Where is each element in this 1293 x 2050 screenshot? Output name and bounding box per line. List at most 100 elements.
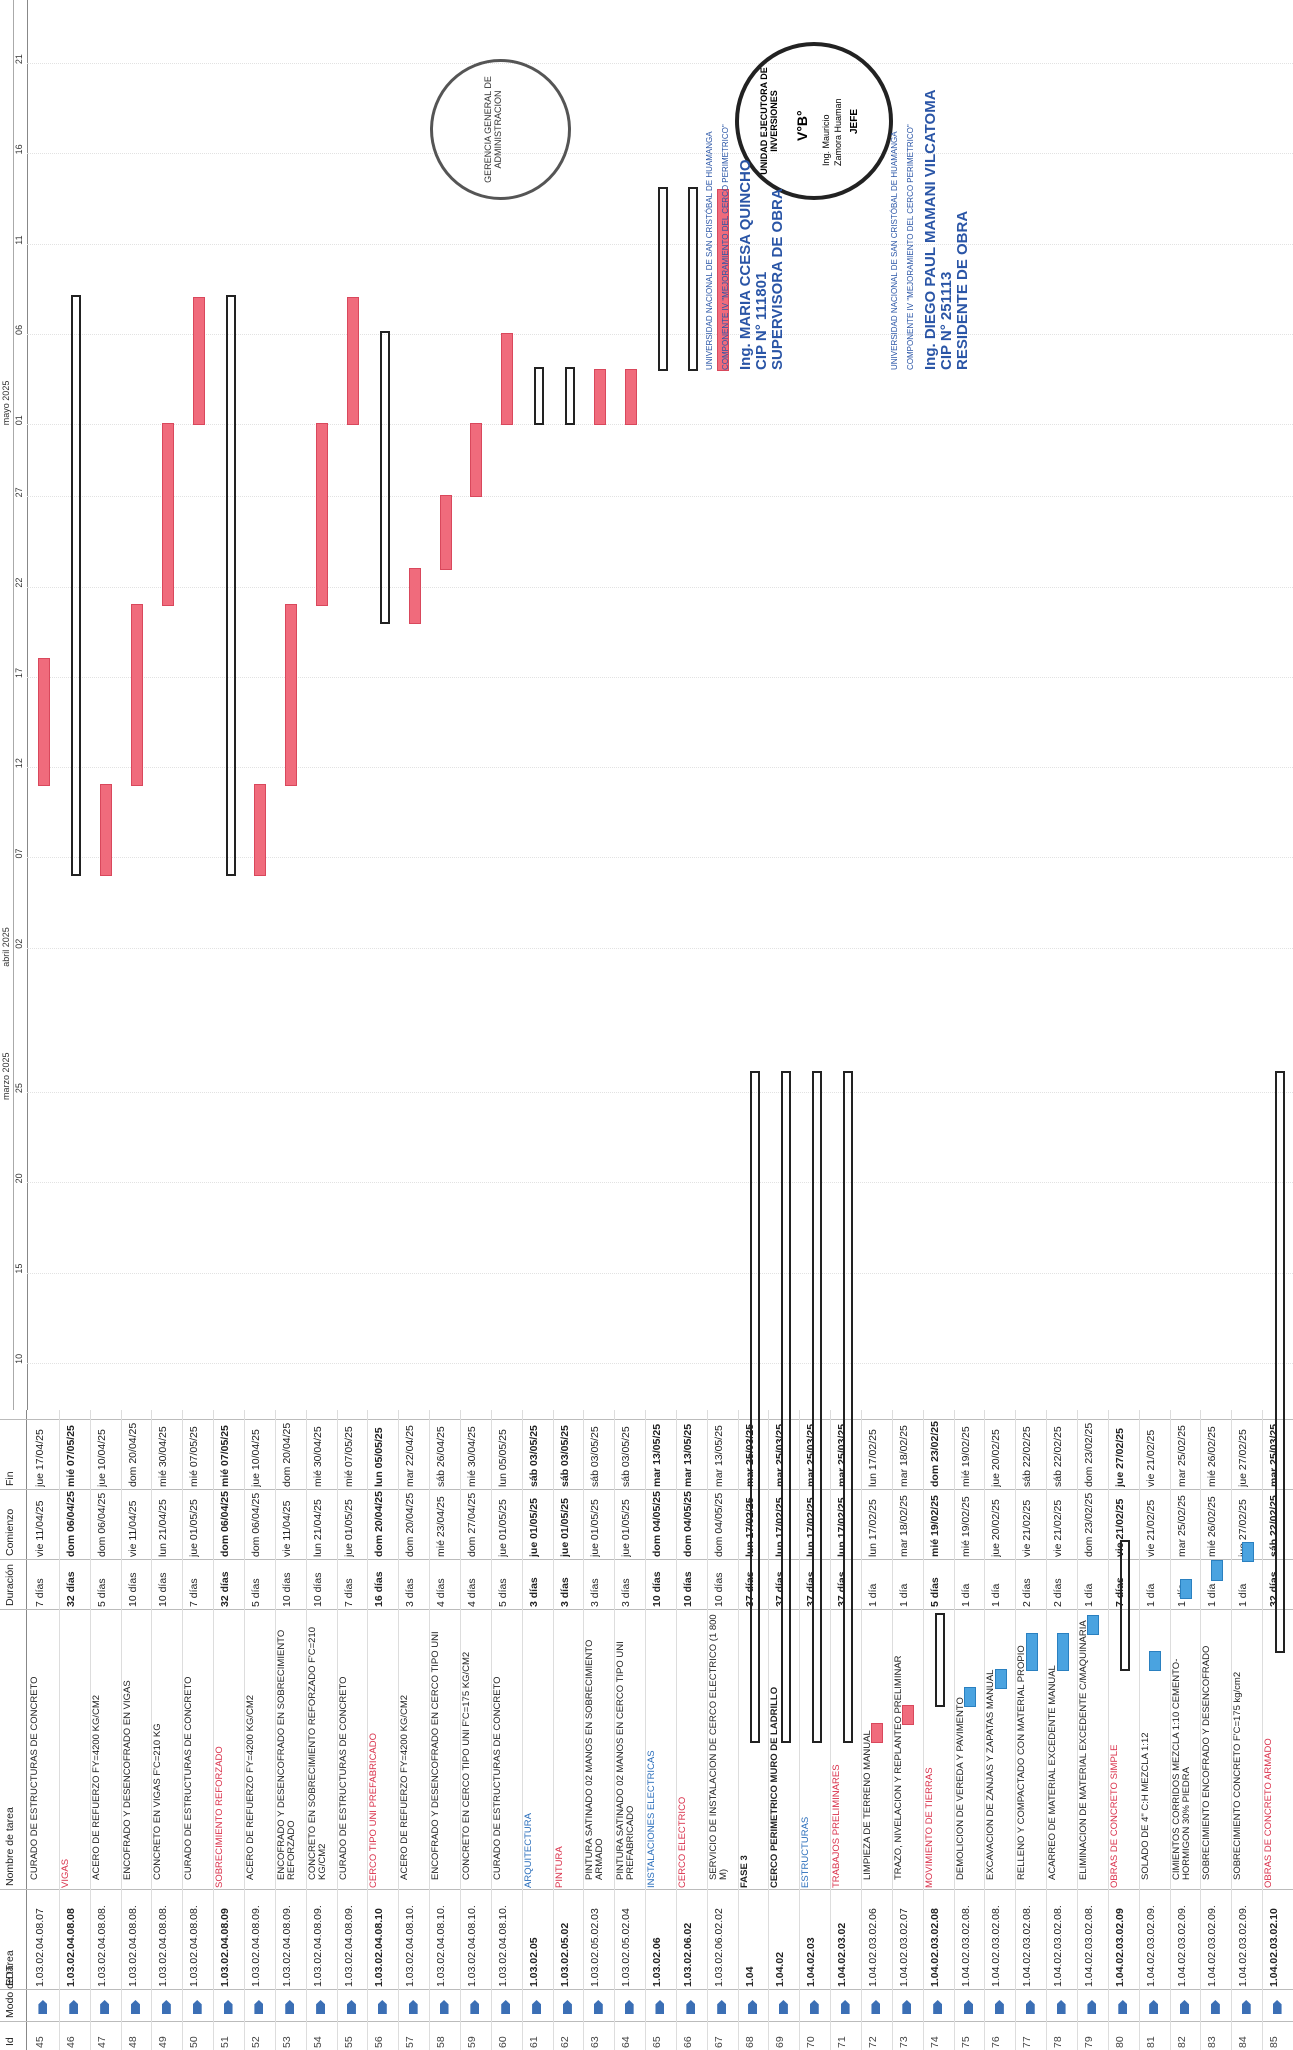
task-bar[interactable] <box>1241 1542 1254 1563</box>
table-row[interactable]: 55 1.03.02.04.08.09. CURADO DE ESTRUCTURAS… <box>336 1410 369 2050</box>
task-bar[interactable] <box>964 1686 977 1707</box>
column-header-edt[interactable]: EDT <box>4 1965 16 1986</box>
task-bar[interactable] <box>624 369 637 426</box>
task-bar[interactable] <box>994 1668 1007 1689</box>
table-row[interactable]: 50 1.03.02.04.08.08. CURADO DE ESTRUCTURAS… <box>182 1410 215 2050</box>
table-row[interactable]: 82 1.04.02.03.02.09. CIMIENTOS CORRIDOS ME… <box>1169 1410 1202 2050</box>
row-end: vie 21/02/25 <box>1144 1429 1157 1487</box>
column-header-mode[interactable]: Modo de tarea <box>4 1950 16 2018</box>
task-bar[interactable] <box>871 1722 884 1743</box>
table-row[interactable]: 75 1.04.02.03.02.08. DEMOLICION DE VEREDA … <box>953 1410 986 2050</box>
task-bar[interactable] <box>1056 1632 1069 1671</box>
task-bar[interactable] <box>1087 1614 1100 1635</box>
task-bar[interactable] <box>100 784 113 877</box>
table-row[interactable]: 76 1.04.02.03.02.08. EXCAVACION DE ZANJAS … <box>984 1410 1017 2050</box>
summary-bar[interactable] <box>564 367 575 426</box>
row-end: sáb 03/05/25 <box>620 1426 633 1487</box>
task-bar[interactable] <box>501 332 514 426</box>
table-row[interactable]: 61 1.03.02.05 ARQUITECTURA 3 días jue 01/05/… <box>521 1410 554 2050</box>
table-row[interactable]: 67 1.03.02.06.02.02 SERVICIO DE INSTALACIO… <box>706 1410 739 2050</box>
task-bar[interactable] <box>1149 1650 1162 1671</box>
table-row[interactable]: 64 1.03.02.05.02.04 PINTURA SATINADO 02 MA… <box>614 1410 647 2050</box>
task-bar[interactable] <box>470 423 483 498</box>
column-header-id[interactable]: Id <box>4 2037 16 2046</box>
task-bar[interactable] <box>285 603 298 787</box>
summary-bar[interactable] <box>534 367 545 426</box>
table-row[interactable]: 74 1.04.02.03.02.08 MOVIMIENTO DE TIERRAS 5… <box>922 1410 955 2050</box>
summary-bar[interactable] <box>379 330 390 624</box>
summary-bar[interactable] <box>225 294 236 877</box>
table-row[interactable]: 80 1.04.02.03.02.09 OBRAS DE CONCRETO SIMP… <box>1107 1410 1140 2050</box>
column-header-name[interactable]: Nombre de tarea <box>4 1807 16 1886</box>
task-bar[interactable] <box>1025 1632 1038 1671</box>
task-bar[interactable] <box>902 1704 915 1725</box>
table-row[interactable]: 57 1.03.02.04.08.10. ACERO DE REFUERZO FY=… <box>398 1410 431 2050</box>
task-bar[interactable] <box>1180 1578 1192 1599</box>
table-row[interactable]: 60 1.03.02.04.08.10. CURADO DE ESTRUCTURAS… <box>490 1410 523 2050</box>
task-bar[interactable] <box>254 784 267 877</box>
table-row[interactable]: 47 1.03.02.04.08.08. ACERO DE REFUERZO FY=… <box>89 1410 122 2050</box>
task-bar[interactable] <box>38 657 51 787</box>
table-row[interactable]: 65 1.03.02.06 INSTALACIONES ELECTRICAS 10 d… <box>645 1410 677 2050</box>
table-row[interactable]: 62 1.03.02.05.02 PINTURA 3 días jue 01/05/25… <box>552 1410 585 2050</box>
table-row[interactable]: 56 1.03.02.04.08.10 CERCO TIPO UNI PREFABR… <box>367 1410 400 2050</box>
task-bar[interactable] <box>130 603 143 787</box>
task-bar[interactable] <box>161 423 174 606</box>
row-name: SOBRECIMIENTO ENCOFRADO Y DESENCOFRADO <box>1202 1645 1213 1880</box>
summary-bar[interactable] <box>688 186 699 372</box>
row-end: mié 19/02/25 <box>959 1426 972 1487</box>
column-header-start[interactable]: Comienzo <box>4 1508 16 1556</box>
row-duration: 7 días <box>342 1578 355 1607</box>
table-row[interactable]: 78 1.04.02.03.02.08. ACARREO DE MATERIAL E… <box>1046 1410 1078 2050</box>
table-row[interactable]: 53 1.03.02.04.08.09. ENCOFRADO Y DESENCOFR… <box>274 1410 307 2050</box>
table-row[interactable]: 51 1.03.02.04.08.09 SOBRECIMIENTO REFORZAD… <box>213 1410 245 2050</box>
table-row[interactable]: 63 1.03.02.05.02.03 PINTURA SATINADO 02 MA… <box>583 1410 616 2050</box>
task-bar[interactable] <box>316 423 329 606</box>
summary-bar[interactable] <box>935 1612 946 1707</box>
table-row[interactable]: 58 1.03.02.04.08.10. ENCOFRADO Y DESENCOFR… <box>429 1410 461 2050</box>
row-end: mié 07/05/25 <box>64 1425 77 1487</box>
table-row[interactable]: 52 1.03.02.04.08.09. ACERO DE REFUERZO FY=… <box>243 1410 276 2050</box>
table-row[interactable]: 48 1.03.02.04.08.08. ENCOFRADO Y DESENCOFR… <box>120 1410 153 2050</box>
summary-bar[interactable] <box>842 1071 853 1743</box>
task-bar[interactable] <box>593 369 606 426</box>
table-row[interactable]: 59 1.03.02.04.08.10. CONCRETO EN CERCO TIP… <box>459 1410 492 2050</box>
task-bar[interactable] <box>346 296 359 426</box>
task-mode-icon <box>409 2000 418 2014</box>
table-row[interactable]: 45 1.03.02.04.08.07 CURADO DE ESTRUCTURAS … <box>28 1410 60 2050</box>
task-mode-icon <box>162 2000 171 2014</box>
task-bar[interactable] <box>192 296 205 426</box>
row-name: ENCOFRADO Y DESENCOFRADO EN VIGAS <box>122 1680 133 1880</box>
summary-bar[interactable] <box>1274 1071 1285 1653</box>
row-start: dom 04/05/25 <box>681 1491 694 1557</box>
task-bar[interactable] <box>439 495 452 570</box>
task-bar[interactable] <box>408 567 421 624</box>
row-edt: 1.03.02.05.02.04 <box>620 1908 633 1987</box>
table-row[interactable]: 54 1.03.02.04.08.09. CONCRETO EN SOBRECIMI… <box>305 1410 338 2050</box>
timescale-day-label: 27 <box>14 487 24 498</box>
summary-bar[interactable] <box>811 1071 822 1743</box>
column-header-end[interactable]: Fin <box>4 1471 16 1486</box>
table-row[interactable]: 83 1.04.02.03.02.09. SOBRECIMIENTO ENCOFRA… <box>1200 1410 1233 2050</box>
summary-bar[interactable] <box>780 1071 791 1743</box>
table-row[interactable]: 77 1.04.02.03.02.08. RELLENO Y COMPACTADO … <box>1015 1410 1048 2050</box>
row-start: lun 17/02/25 <box>867 1499 880 1557</box>
table-row[interactable]: 84 1.04.02.03.02.09. SOBRECIMIENTO CONCRET… <box>1231 1410 1264 2050</box>
summary-bar[interactable] <box>1120 1540 1131 1671</box>
row-duration: 3 días <box>589 1578 602 1607</box>
summary-bar[interactable] <box>750 1071 761 1743</box>
table-row[interactable]: 79 1.04.02.03.02.08. ELIMINACION DE MATERI… <box>1077 1410 1109 2050</box>
summary-bar[interactable] <box>71 294 82 877</box>
summary-bar[interactable] <box>657 186 668 372</box>
row-name: PINTURA SATINADO 02 MANOS EN SOBRECIMIEN… <box>585 1639 606 1880</box>
table-row[interactable]: 49 1.03.02.04.08.08. CONCRETO EN VIGAS F'C… <box>151 1410 184 2050</box>
row-end: lun 17/02/25 <box>867 1429 880 1487</box>
table-row[interactable]: 81 1.04.02.03.02.09. SOLADO DE 4" C:H MEZC… <box>1138 1410 1171 2050</box>
table-row[interactable]: 66 1.03.02.06.02 CERCO ELECTRICO 10 días dom… <box>675 1410 708 2050</box>
table-row[interactable]: 73 1.04.02.03.02.07 TRAZO, NIVELACION Y RE… <box>891 1410 924 2050</box>
task-bar[interactable] <box>1210 1560 1223 1581</box>
table-row[interactable]: 46 1.03.02.04.08.08 VIGAS 32 días dom 06/04/… <box>58 1410 91 2050</box>
row-start: dom 20/04/25 <box>373 1491 386 1557</box>
column-header-duration[interactable]: Duración <box>4 1563 16 1606</box>
row-id: 60 <box>496 2036 509 2048</box>
